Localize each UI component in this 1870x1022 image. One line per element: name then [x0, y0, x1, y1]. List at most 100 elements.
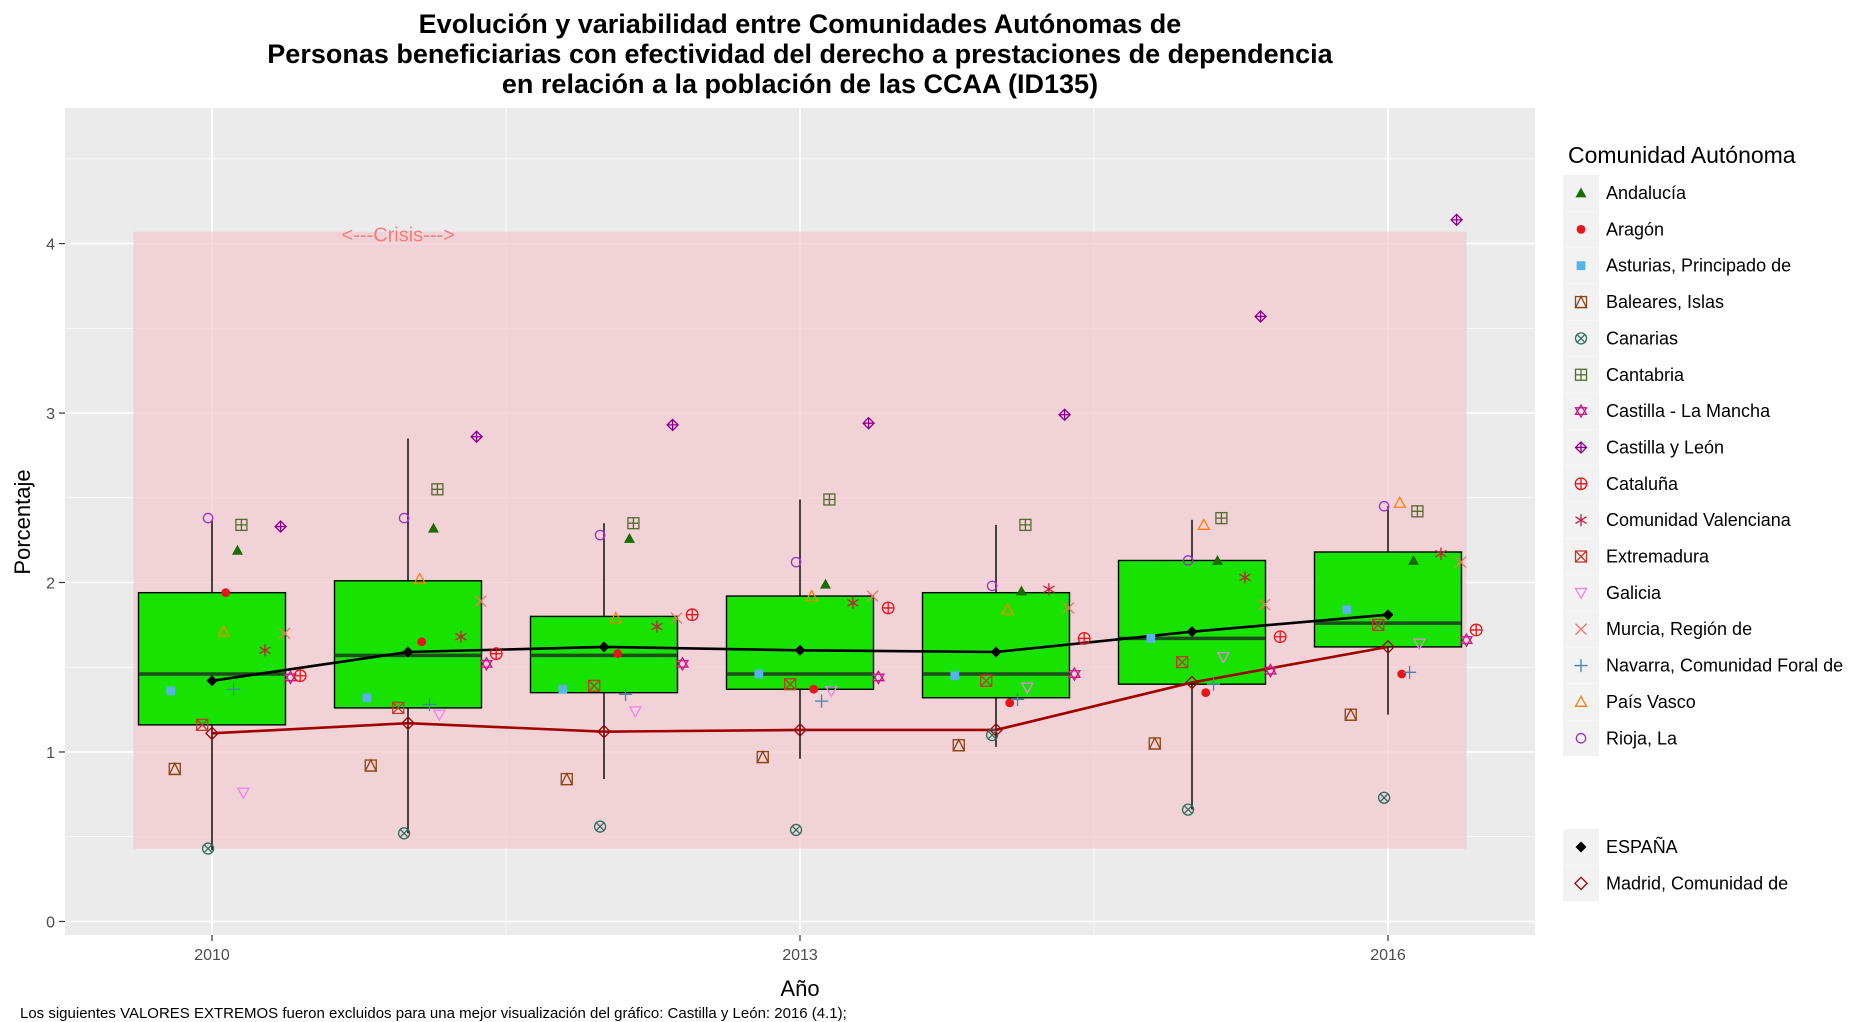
data-point: [866, 590, 879, 603]
data-point: [413, 572, 427, 585]
data-point: [427, 522, 439, 533]
legend-key: [1563, 865, 1599, 902]
data-point: [1377, 791, 1391, 804]
data-point: [168, 761, 182, 776]
data-point: [283, 670, 298, 685]
data-point: [202, 512, 214, 524]
espana-point: [1382, 609, 1394, 621]
data-point: [613, 649, 623, 659]
caption-note: Los siguientes VALORES EXTREMOS fueron e…: [20, 1005, 847, 1022]
data-point: [489, 647, 503, 661]
data-point: [756, 750, 770, 764]
legend-symbol: [1574, 695, 1588, 707]
y-axis-title: Porcentaje: [10, 469, 35, 574]
data-point: [789, 823, 803, 837]
legend-symbol: [1574, 368, 1588, 381]
data-point: [558, 684, 568, 694]
espana-point: [990, 646, 1002, 658]
data-point: [1435, 547, 1447, 560]
data-point: [1397, 669, 1407, 679]
data-point: [1043, 583, 1055, 596]
data-point: [1469, 623, 1483, 637]
data-point: [1263, 663, 1278, 678]
data-point: [1412, 638, 1426, 651]
data-point: [201, 842, 215, 855]
legend-symbol: [1574, 403, 1588, 419]
data-point: [784, 678, 797, 691]
data-point: [166, 686, 176, 696]
data-point: [1454, 556, 1467, 569]
madrid-point: [597, 724, 611, 739]
title-line: Evolución y variabilidad entre Comunidad…: [419, 9, 1182, 39]
data-point: [293, 669, 307, 683]
data-point: [809, 684, 819, 694]
data-point: [1258, 598, 1271, 611]
data-point: [422, 697, 437, 712]
title-line: en relación a la población de las CCAA (…: [502, 69, 1098, 99]
data-point: [392, 701, 405, 715]
data-point: [1393, 496, 1407, 508]
legend-symbol: [1575, 623, 1587, 636]
box-body: [333, 580, 483, 709]
data-point: [805, 589, 819, 602]
data-point: [790, 556, 802, 568]
madrid-point: [989, 722, 1003, 737]
madrid-point: [1185, 675, 1199, 690]
madrid-point: [793, 722, 807, 737]
madrid-point: [401, 716, 415, 731]
legend-title: Comunidad Autónoma: [1568, 142, 1796, 168]
data-point: [1459, 632, 1474, 648]
data-point: [952, 738, 966, 752]
crisis-label: <---Crisis--->: [342, 225, 455, 247]
legend: Comunidad Autónoma Andalucía Aragón Asturia…: [1563, 142, 1843, 902]
data-point: [1450, 213, 1464, 227]
boxplots: [137, 438, 1463, 851]
legend-label: Asturias, Principado de: [1606, 256, 1791, 276]
data-point: [1182, 555, 1194, 566]
data-point: [1181, 803, 1195, 816]
data-point: [754, 669, 764, 679]
data-point: [362, 693, 372, 703]
data-point: [479, 656, 494, 672]
legend-label: Galicia: [1606, 583, 1662, 603]
data-point: [278, 627, 291, 640]
y-tick-label: 0: [46, 914, 55, 931]
data-point: [1344, 707, 1358, 721]
data-point: [417, 637, 427, 647]
data-point: [221, 588, 231, 598]
data-point: [196, 718, 209, 732]
y-axis: 0 1 2 3 4: [46, 237, 65, 931]
legend-label: Madrid, Comunidad de: [1606, 873, 1788, 893]
data-point: [1407, 554, 1419, 565]
data-point: [1402, 665, 1417, 679]
legend-label: Navarra, Comunidad Foral de: [1606, 656, 1843, 676]
data-point: [675, 656, 690, 672]
legend-symbol: [1575, 514, 1587, 527]
data-point: [1254, 310, 1268, 323]
trend-line: [211, 645, 1389, 735]
legend-key: [1563, 720, 1599, 757]
legend-label: Cataluña: [1606, 474, 1679, 494]
legend-label: Murcia, Región de: [1606, 619, 1752, 639]
data-point: [1378, 500, 1390, 512]
data-point: [1372, 618, 1385, 632]
data-points: [166, 213, 1483, 855]
data-point: [1020, 682, 1034, 695]
data-point: [862, 416, 876, 430]
data-point: [985, 728, 999, 742]
data-point: [618, 687, 633, 701]
espana-point: [206, 675, 218, 687]
legend-key: [1563, 393, 1599, 430]
y-tick-label: 3: [46, 406, 55, 423]
trend-lines: [205, 609, 1395, 741]
data-point: [1077, 632, 1091, 645]
legend-symbol: [1575, 732, 1587, 744]
legend-symbol: [1574, 587, 1588, 600]
chart-title: Evolución y variabilidad entre Comunidad…: [267, 9, 1333, 99]
data-point: [666, 418, 680, 432]
data-point: [364, 758, 378, 772]
madrid-point: [1381, 639, 1395, 654]
legend-symbol: [1574, 332, 1588, 345]
legend-label: Baleares, Islas: [1606, 292, 1724, 312]
data-point: [560, 772, 574, 786]
